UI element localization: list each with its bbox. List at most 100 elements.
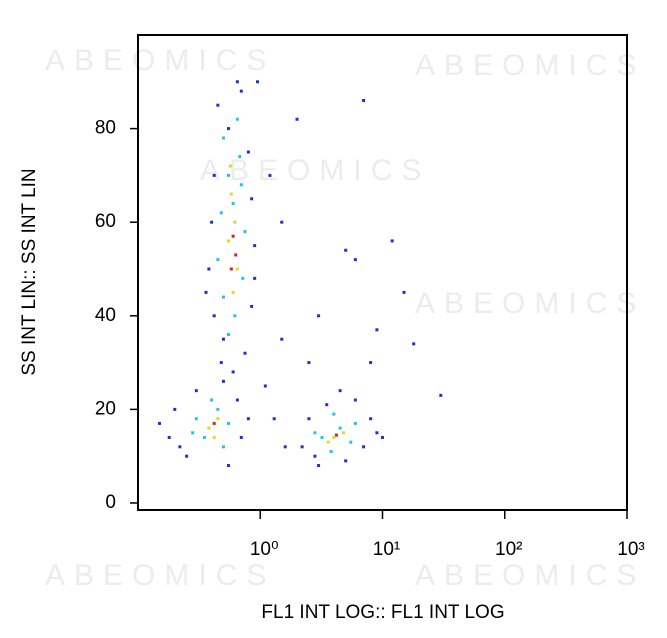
data-point (239, 183, 243, 187)
x-axis-label: FL1 INT LOG:: FL1 INT LOG (261, 602, 504, 623)
data-point (332, 412, 336, 416)
data-point (210, 398, 214, 402)
data-point (239, 89, 243, 93)
data-point (402, 290, 406, 294)
data-point (280, 337, 284, 341)
data-point (235, 117, 239, 121)
data-point (235, 267, 239, 271)
y-tick-label: 40 (95, 305, 116, 326)
data-point (439, 393, 443, 397)
data-point (194, 389, 198, 393)
data-point (353, 421, 357, 425)
data-point (207, 426, 211, 430)
data-point (227, 464, 231, 468)
data-point (212, 421, 216, 425)
watermark: ABEOMICS (200, 154, 430, 187)
data-point (369, 361, 373, 365)
watermark: ABEOMICS (415, 49, 645, 82)
data-point (228, 164, 232, 168)
data-point (235, 80, 239, 84)
data-point (231, 290, 235, 294)
data-point (207, 267, 211, 271)
y-tick-label: 0 (105, 492, 116, 513)
data-point (227, 173, 231, 177)
data-point (235, 398, 239, 402)
data-point (185, 454, 189, 458)
x-tick-label: 10³ (617, 539, 644, 560)
data-point (216, 407, 220, 411)
data-point (221, 136, 225, 140)
data-point (253, 244, 257, 248)
data-point (243, 351, 247, 355)
x-tick-label: 10¹ (373, 539, 400, 560)
data-point (216, 103, 220, 107)
data-point (221, 295, 225, 299)
y-tick-label: 80 (95, 118, 116, 139)
y-tick-label: 20 (95, 398, 116, 419)
data-point (203, 435, 207, 439)
data-point (234, 253, 238, 257)
data-point (212, 435, 216, 439)
data-point (320, 435, 324, 439)
data-point (313, 454, 317, 458)
data-point (353, 398, 357, 402)
data-point (412, 342, 416, 346)
data-point (239, 435, 243, 439)
data-point (216, 417, 220, 421)
data-point (375, 431, 379, 435)
data-point (253, 276, 257, 280)
data-point (256, 80, 260, 84)
data-point (263, 384, 267, 388)
watermark: ABEOMICS (415, 287, 645, 320)
data-point (227, 239, 231, 243)
data-point (283, 445, 287, 449)
x-tick-label: 10⁰ (250, 539, 279, 560)
data-point (173, 407, 177, 411)
data-point (178, 445, 182, 449)
data-point (250, 304, 254, 308)
data-point (231, 370, 235, 374)
data-point (233, 220, 237, 224)
data-point (317, 314, 321, 318)
data-point (158, 421, 162, 425)
data-point (227, 127, 231, 131)
data-point (221, 379, 225, 383)
data-point (329, 450, 333, 454)
data-point (167, 435, 171, 439)
data-point (349, 440, 353, 444)
data-point (221, 337, 225, 341)
data-point (243, 230, 247, 234)
y-tick-label: 60 (95, 211, 116, 232)
x-tick-label: 10² (495, 539, 522, 560)
data-point (338, 426, 342, 430)
data-point (231, 234, 235, 238)
data-point (246, 417, 250, 421)
data-point (332, 435, 336, 439)
data-point (216, 258, 220, 262)
data-point (300, 445, 304, 449)
data-point (353, 258, 357, 262)
data-point (210, 220, 214, 224)
data-point (317, 464, 321, 468)
data-point (191, 431, 195, 435)
data-point (227, 333, 231, 337)
data-point (307, 361, 311, 365)
data-point (295, 117, 299, 121)
data-point (241, 276, 245, 280)
data-point (229, 267, 233, 271)
data-point (313, 431, 317, 435)
data-point (280, 220, 284, 224)
data-point (250, 197, 254, 201)
data-point (272, 417, 276, 421)
data-point (194, 417, 198, 421)
data-point (219, 211, 223, 215)
data-point (344, 459, 348, 463)
y-axis-label: SS INT LIN:: SS INT LIN (19, 168, 40, 375)
data-point (338, 389, 342, 393)
data-point (231, 201, 235, 205)
data-point (268, 173, 272, 177)
data-point (246, 150, 250, 154)
data-point (344, 248, 348, 252)
data-point (334, 433, 338, 437)
